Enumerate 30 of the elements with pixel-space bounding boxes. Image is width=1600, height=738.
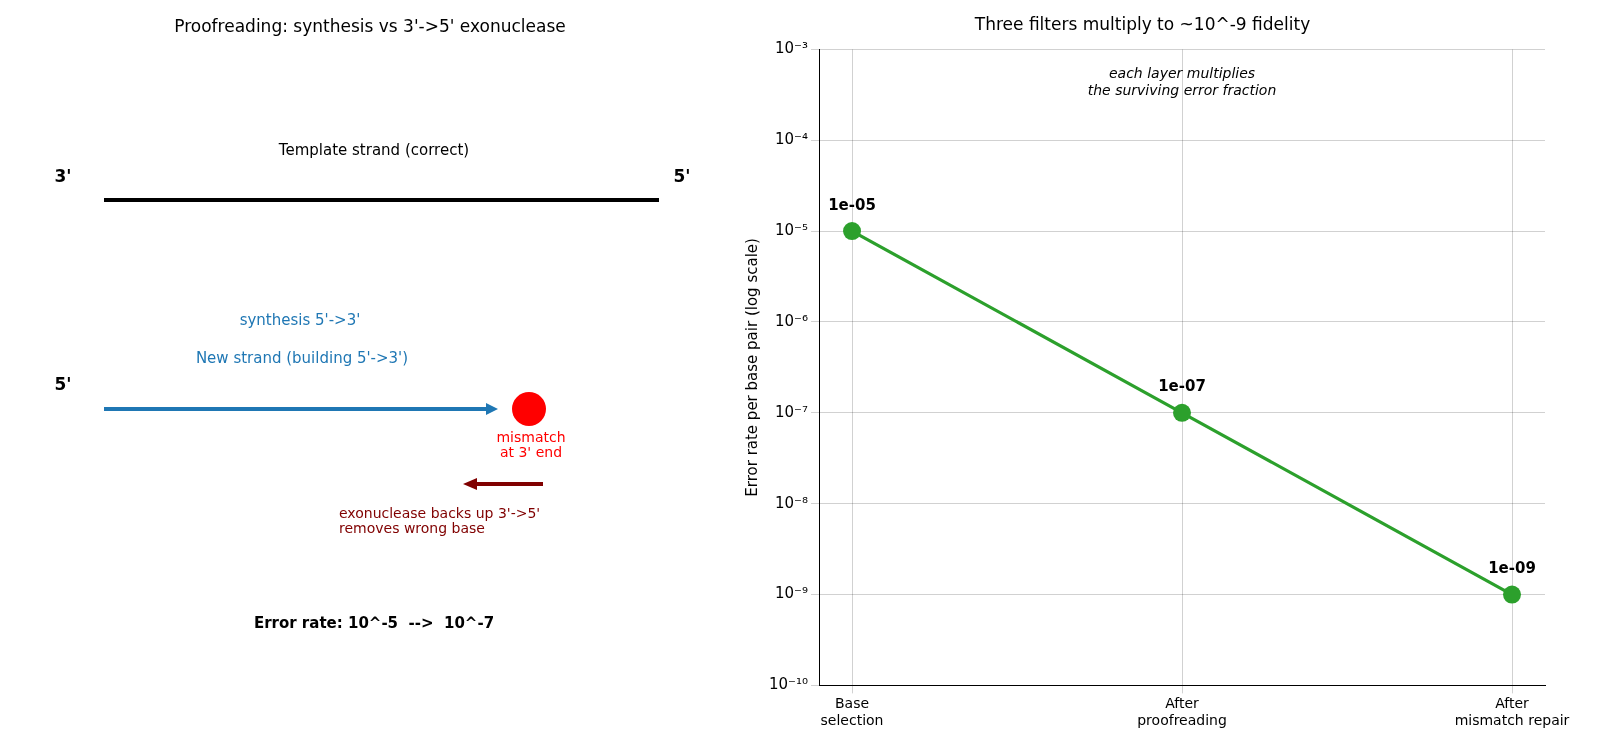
point bbox=[1173, 403, 1192, 422]
point bbox=[1503, 585, 1521, 604]
point bbox=[843, 222, 862, 241]
data-label: 1e-05 bbox=[828, 195, 876, 214]
data-label: 1e-07 bbox=[1158, 377, 1206, 396]
y-tick-label: 10⁻¹⁰ bbox=[769, 675, 809, 694]
text: mismatch at 3' end bbox=[495, 429, 567, 461]
y-tick-label: 10⁻³ bbox=[775, 39, 809, 58]
text: Proofreading: synthesis vs 3'->5' exonuclease bbox=[173, 16, 567, 36]
text: exonuclease backs up 3'->5' removes wrong base bbox=[339, 505, 541, 537]
y-tick-label: 10⁻⁷ bbox=[775, 402, 809, 421]
y-tick-label: 10⁻⁵ bbox=[775, 221, 809, 239]
y-tick-label: 10⁻⁸ bbox=[775, 493, 809, 512]
x-tick-label: Base selection bbox=[820, 695, 884, 729]
y-tick-label: 10⁻⁹ bbox=[775, 584, 809, 603]
text: Error rate: 10^-5 --> 10^-7 bbox=[252, 614, 496, 632]
annotation: each layer multiplies the surviving error fraction bbox=[1087, 65, 1277, 99]
x-tick-label: After mismatch repair bbox=[1454, 695, 1570, 729]
x-tick-label: After proofreading bbox=[1137, 695, 1227, 729]
text: 5' bbox=[672, 166, 692, 186]
y-tick-label: 10⁻⁴ bbox=[775, 130, 809, 149]
y-axis-title: Error rate per base pair (log scale) bbox=[742, 238, 761, 497]
text: 3' bbox=[53, 166, 73, 186]
y-tick-label: 10⁻⁶ bbox=[775, 311, 809, 330]
text: Template strand (correct) bbox=[277, 141, 471, 159]
text: 5' bbox=[53, 374, 73, 394]
chart-title: Three filters multiply to ~10^-9 fidelity bbox=[973, 13, 1311, 34]
text: New strand (building 5'->3') bbox=[194, 349, 410, 367]
data-label: 1e-09 bbox=[1488, 558, 1536, 577]
text: synthesis 5'->3' bbox=[238, 311, 362, 329]
